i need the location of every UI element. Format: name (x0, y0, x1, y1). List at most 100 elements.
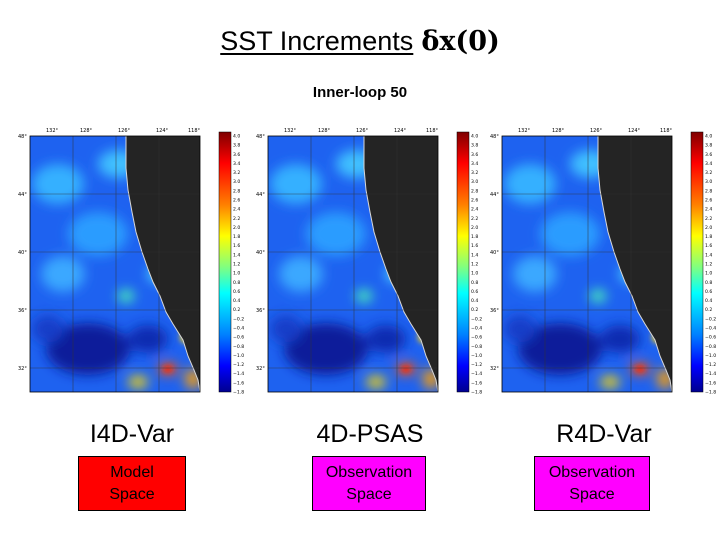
lon-tick: 126° (590, 128, 603, 134)
lat-tick: 36° (256, 308, 265, 314)
lon-tick: 132° (518, 128, 531, 134)
colorbar-tick-label: 1.4 (705, 252, 712, 258)
lat-tick: 32° (256, 366, 265, 372)
map-panel-i4dvar: 132° 128° 126° 124° 118° 48° 44° 40° 36°… (18, 124, 246, 406)
colorbar-tick-label: 4.0 (705, 134, 712, 140)
lat-tick: 32° (490, 366, 499, 372)
colorbar-tick-label: 1.6 (705, 243, 712, 249)
colorbar-tick-label: −1.8 (471, 390, 482, 396)
colorbar-tick-label: 3.8 (705, 143, 712, 149)
colorbar-tick-label: 2.0 (233, 225, 240, 231)
colorbar (218, 131, 232, 393)
colorbar-tick-label: 1.0 (705, 271, 712, 277)
colorbar-tick-label: −1.2 (705, 362, 716, 368)
colorbar-tick-label: −0.6 (705, 335, 716, 341)
colorbar-tick-label: 3.6 (233, 152, 240, 158)
lon-tick: 118° (426, 128, 439, 134)
colorbar-tick-label: −0.4 (471, 326, 482, 332)
lon-tick: 128° (80, 128, 93, 134)
inner-loop-label: Inner-loop 50 (312, 84, 408, 101)
sst-increment-map: 132° 128° 126° 124° 118° 48° 44° 40° 36°… (490, 128, 716, 396)
colorbar-tick-label: 1.6 (471, 243, 478, 249)
space-line1: Observation (325, 463, 413, 481)
lat-tick: 44° (18, 192, 27, 198)
colorbar-tick-label: 3.8 (233, 143, 240, 149)
colorbar-tick-label: −0.2 (233, 316, 244, 322)
colorbar-tick-label: 0.2 (705, 307, 712, 313)
colorbar-tick-label: 1.2 (471, 262, 478, 268)
colorbar-tick-label: 2.8 (471, 188, 478, 194)
space-line2: Space (109, 485, 155, 503)
colorbar-tick-label: 2.8 (705, 188, 712, 194)
colorbar-tick-label: 1.0 (471, 271, 478, 277)
method-label-i4dvar: I4D-Var (89, 420, 175, 448)
colorbar-tick-label: 1.6 (233, 243, 240, 249)
lat-tick: 40° (18, 250, 27, 256)
lon-tick: 124° (156, 128, 169, 134)
sst-increment-map: 132° 128° 126° 124° 118° 48° 44° 40° 36°… (18, 128, 244, 396)
space-box-model: Model Space (78, 456, 186, 511)
colorbar-tick-label: 3.0 (705, 179, 712, 185)
colorbar-tick-label: 3.6 (705, 152, 712, 158)
lat-tick: 36° (490, 308, 499, 314)
colorbar-tick-label: 3.4 (233, 161, 240, 167)
lon-tick: 128° (318, 128, 331, 134)
colorbar-tick-label: 3.6 (471, 152, 478, 158)
colorbar-tick-label: −0.2 (705, 316, 716, 322)
sst-increment-map: 132° 128° 126° 124° 118° 48° 44° 40° 36°… (256, 128, 482, 396)
colorbar-tick-label: −1.2 (471, 362, 482, 368)
colorbar-tick-label: 2.8 (233, 188, 240, 194)
colorbar-tick-label: −0.8 (471, 344, 482, 350)
colorbar-tick-label: −1.8 (233, 390, 244, 396)
colorbar-tick-label: 0.6 (705, 289, 712, 295)
lon-tick: 124° (394, 128, 407, 134)
space-box-observation: Observation Space (534, 456, 650, 511)
colorbar (456, 131, 470, 393)
colorbar-tick-label: −0.6 (233, 335, 244, 341)
colorbar-tick-label: 0.8 (233, 280, 240, 286)
colorbar-tick-label: 0.2 (233, 307, 240, 313)
colorbar-tick-label: −1.8 (705, 390, 716, 396)
colorbar-tick-label: −1.0 (705, 353, 716, 359)
lon-tick: 118° (188, 128, 201, 134)
method-label-4dpsas: 4D-PSAS (316, 420, 424, 448)
colorbar-tick-label: −0.8 (705, 344, 716, 350)
colorbar-tick-label: 1.0 (233, 271, 240, 277)
space-line2: Space (346, 485, 392, 503)
lon-tick: 126° (356, 128, 369, 134)
colorbar-tick-label: 0.4 (705, 298, 712, 304)
colorbar-tick-label: −1.6 (705, 380, 716, 386)
lat-tick: 40° (256, 250, 265, 256)
colorbar-tick-label: −1.4 (471, 371, 482, 377)
colorbar-tick-label: −0.4 (705, 326, 716, 332)
colorbar-tick-label: 3.0 (233, 179, 240, 185)
colorbar-tick-label: −1.6 (233, 380, 244, 386)
slide-title: SST Increments δx(0) (0, 26, 720, 57)
lat-tick: 44° (490, 192, 499, 198)
colorbar-tick-label: −0.6 (471, 335, 482, 341)
colorbar-tick-label: 2.2 (471, 216, 478, 222)
colorbar-tick-label: 1.8 (705, 234, 712, 240)
colorbar-tick-label: 2.6 (471, 198, 478, 204)
colorbar-tick-label: 1.8 (471, 234, 478, 240)
colorbar-tick-label: 4.0 (471, 134, 478, 140)
slide-title-text: SST Increments (220, 26, 414, 56)
colorbar-tick-label: −1.0 (471, 353, 482, 359)
colorbar-tick-label: 0.4 (233, 298, 240, 304)
colorbar-tick-label: 0.2 (471, 307, 478, 313)
colorbar-tick-label: 2.6 (233, 198, 240, 204)
colorbar-tick-label: 0.8 (471, 280, 478, 286)
colorbar-tick-label: 3.4 (471, 161, 478, 167)
colorbar-tick-label: 3.8 (471, 143, 478, 149)
colorbar-tick-label: 2.0 (705, 225, 712, 231)
lon-tick: 124° (628, 128, 641, 134)
lat-tick: 48° (256, 134, 265, 140)
colorbar-tick-label: −1.4 (233, 371, 244, 377)
lon-tick: 128° (552, 128, 565, 134)
lat-tick: 48° (490, 134, 499, 140)
colorbar-tick-label: 1.8 (233, 234, 240, 240)
colorbar-tick-label: 2.4 (471, 207, 478, 213)
map-panel-4dpsas: 132° 128° 126° 124° 118° 48° 44° 40° 36°… (256, 124, 484, 406)
colorbar-tick-label: 3.4 (705, 161, 712, 167)
colorbar-tick-label: −0.4 (233, 326, 244, 332)
